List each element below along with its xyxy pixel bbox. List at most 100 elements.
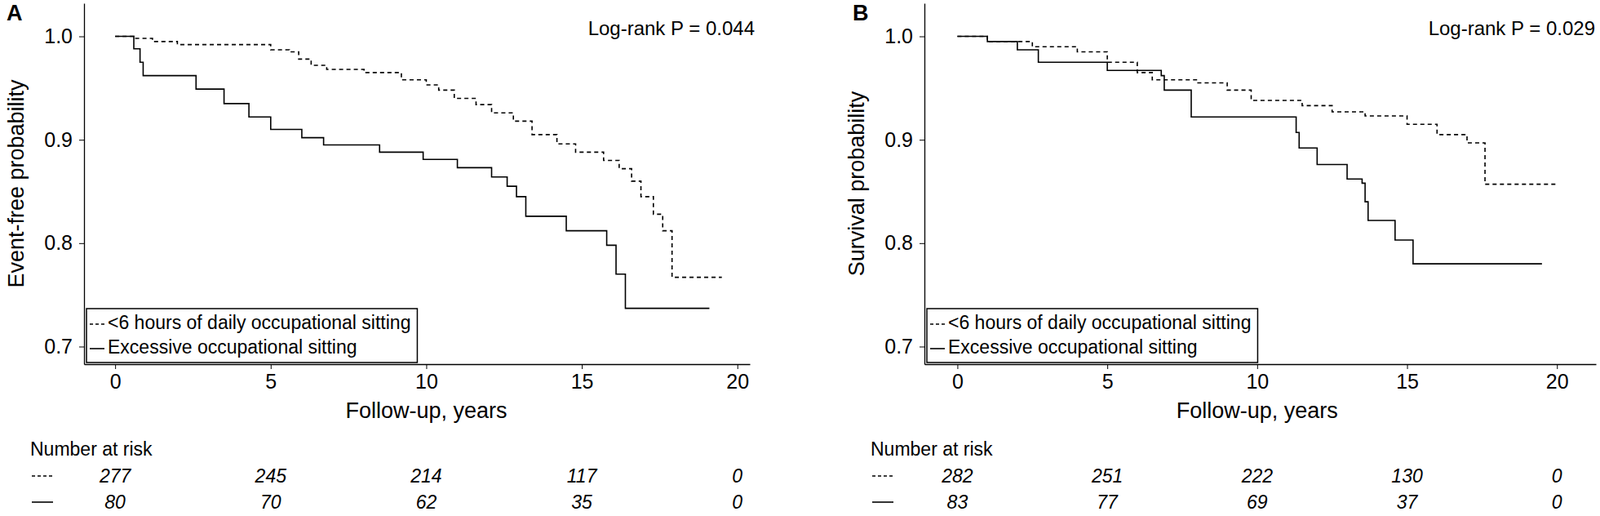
risk-count: 0 bbox=[1551, 465, 1563, 487]
y-tick-mark bbox=[79, 243, 85, 244]
risk-count: 77 bbox=[1096, 491, 1119, 513]
x-tick-mark bbox=[425, 363, 427, 369]
x-tick: 5 bbox=[265, 363, 277, 393]
x-tick-mark bbox=[1107, 363, 1109, 369]
series-lines bbox=[115, 36, 723, 309]
y-tick: 0.9 bbox=[884, 128, 925, 151]
y-tick-label: 0.9 bbox=[884, 128, 914, 151]
y-tick-label: 0.8 bbox=[884, 230, 914, 254]
legend-label: <6 hours of daily occupational sitting bbox=[948, 311, 1251, 333]
legend-symbol bbox=[930, 347, 945, 350]
x-axis-line bbox=[84, 363, 751, 365]
x-tick-mark bbox=[581, 363, 583, 369]
risk-row-symbol bbox=[31, 474, 54, 477]
panel: 051015200.70.80.91.0Follow-up, yearsEven… bbox=[4, 0, 755, 513]
y-tick-label: 0.8 bbox=[44, 230, 73, 254]
x-tick: 10 bbox=[415, 363, 439, 393]
panel-label: B bbox=[852, 0, 869, 26]
y-tick-label: 0.7 bbox=[44, 334, 73, 358]
x-tick-label: 15 bbox=[1396, 369, 1419, 393]
x-tick-mark bbox=[1407, 363, 1409, 369]
y-tick-mark bbox=[919, 36, 925, 38]
legend-box bbox=[86, 308, 417, 363]
x-tick-label: 20 bbox=[726, 369, 750, 393]
x-tick: 0 bbox=[110, 363, 122, 393]
y-tick-label: 1.0 bbox=[44, 24, 73, 48]
y-tick: 0.8 bbox=[44, 230, 85, 254]
risk-row-symbol bbox=[872, 474, 894, 477]
km-curve bbox=[115, 36, 710, 309]
x-tick-mark bbox=[1556, 363, 1558, 369]
x-tick: 20 bbox=[1546, 363, 1569, 393]
y-axis: 0.7 0.8 0.9 1.0 bbox=[44, 4, 85, 365]
y-tick: 0.7 bbox=[884, 334, 925, 358]
y-axis-title: Survival probability bbox=[844, 90, 869, 276]
y-tick: 0.9 bbox=[44, 128, 85, 151]
chart-container: 0 5 10 15 20 0.7 0.8 0.9 1.0 Follow-up, years Even… bbox=[0, 0, 1600, 516]
risk-count: 69 bbox=[1246, 491, 1268, 513]
x-tick-mark bbox=[270, 363, 272, 369]
risk-count: 70 bbox=[260, 491, 282, 513]
y-axis-line bbox=[84, 4, 85, 365]
y-tick: 1.0 bbox=[884, 24, 925, 48]
y-tick-mark bbox=[79, 139, 85, 141]
y-tick-label: 0.7 bbox=[884, 334, 914, 358]
y-tick: 0.7 bbox=[44, 334, 85, 358]
risk-count: 0 bbox=[731, 465, 743, 487]
x-tick-label: 20 bbox=[1546, 369, 1569, 393]
panel-label: A bbox=[6, 0, 23, 26]
x-tick-label: 10 bbox=[415, 369, 439, 393]
legend: <6 hours of daily occupational sittingEx… bbox=[926, 308, 1258, 363]
chart-svg: 0 5 10 15 20 0.7 0.8 0.9 1.0 Follow-up, years Even… bbox=[0, 0, 1600, 516]
legend-label: Excessive occupational sitting bbox=[107, 336, 358, 358]
km-curve bbox=[957, 36, 1542, 265]
risk-count: 80 bbox=[104, 491, 126, 513]
x-tick-label: 15 bbox=[571, 369, 594, 393]
risk-count: 130 bbox=[1391, 465, 1423, 487]
x-tick: 10 bbox=[1245, 363, 1269, 393]
risk-table: Number at risk2772452141170807062350 bbox=[30, 438, 743, 513]
y-axis-title: Event-free probability bbox=[4, 79, 29, 289]
x-tick-mark bbox=[737, 363, 739, 369]
y-tick-label: 1.0 bbox=[884, 24, 914, 48]
legend-label: <6 hours of daily occupational sitting bbox=[107, 311, 411, 333]
y-axis: 0.7 0.8 0.9 1.0 bbox=[884, 4, 925, 365]
legend-symbol bbox=[89, 347, 105, 350]
y-tick-mark bbox=[79, 36, 85, 38]
risk-count: 222 bbox=[1240, 465, 1274, 487]
legend-symbol bbox=[930, 323, 945, 325]
x-axis-title: Follow-up, years bbox=[1176, 398, 1339, 423]
x-tick-mark bbox=[957, 363, 958, 369]
annotation: Log-rank P = 0.044 bbox=[588, 17, 755, 40]
km-curve bbox=[957, 36, 1557, 185]
annotation: Log-rank P = 0.029 bbox=[1428, 17, 1596, 40]
risk-count: 35 bbox=[571, 491, 593, 513]
legend: <6 hours of daily occupational sitting Ex… bbox=[86, 308, 417, 363]
y-axis-line bbox=[924, 4, 926, 365]
risk-count: 214 bbox=[409, 465, 442, 487]
x-tick: 5 bbox=[1102, 363, 1114, 393]
risk-count: 251 bbox=[1090, 465, 1123, 487]
risk-count: 282 bbox=[940, 465, 974, 487]
x-tick: 20 bbox=[726, 363, 750, 393]
y-tick-mark bbox=[79, 345, 85, 347]
risk-table: Number at risk2822512221300837769370 bbox=[870, 438, 1563, 513]
x-tick-label: 10 bbox=[1245, 369, 1269, 393]
x-tick: 15 bbox=[1396, 363, 1419, 393]
y-tick-mark bbox=[919, 345, 925, 347]
x-axis-line bbox=[925, 363, 1597, 365]
risk-table-title: Number at risk bbox=[870, 438, 993, 460]
x-tick-label: 5 bbox=[1102, 369, 1114, 393]
x-tick: 0 bbox=[952, 363, 964, 393]
risk-row-symbol bbox=[31, 500, 54, 503]
x-tick: 15 bbox=[571, 363, 594, 393]
y-tick-mark bbox=[919, 139, 925, 141]
risk-count: 245 bbox=[254, 465, 288, 487]
risk-count: 0 bbox=[1551, 491, 1563, 513]
y-tick-mark bbox=[919, 243, 925, 244]
x-tick-label: 5 bbox=[265, 369, 277, 393]
panel: 0 5 10 15 20 0.7 0.8 0.9 1.0 Follow-up, years Surv… bbox=[844, 0, 1597, 513]
risk-row-symbol bbox=[872, 500, 894, 503]
x-tick-mark bbox=[1257, 363, 1259, 369]
y-tick: 1.0 bbox=[44, 24, 85, 48]
